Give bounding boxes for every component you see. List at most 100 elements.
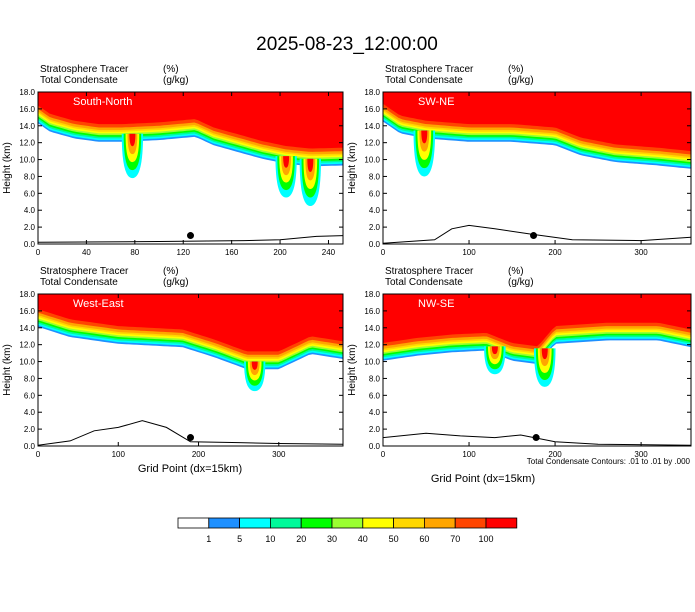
ytick-label: 6.0 [24,391,36,400]
ytick-label: 8.0 [369,374,381,383]
xtick-label: 240 [322,248,336,257]
ytick-label: 4.0 [369,206,381,215]
legend-swatch [300,517,333,529]
subtitle-tracer-unit: (%) [508,266,524,277]
ytick-label: 12.0 [364,341,380,350]
ytick-label: 12.0 [19,139,35,148]
tracer-field [383,294,691,446]
figure-title: 2025-08-23_12:00:00 [256,34,438,55]
ytick-label: 0.0 [369,442,381,451]
ytick-label: 14.0 [364,324,380,333]
legend-swatch [239,517,271,529]
plume-0-layer-4 [251,361,258,370]
ytick-label: 2.0 [369,223,381,232]
location-marker [187,434,194,442]
xtick-label: 40 [82,248,91,257]
xtick-label: 100 [462,248,476,257]
xtick-label: 300 [272,450,286,459]
ytick-label: 0.0 [24,442,36,451]
subtitle-condensate-unit: (g/kg) [508,75,534,86]
plot-frame [37,293,344,447]
ytick-label: 2.0 [369,425,381,434]
ytick-label: 8.0 [369,172,381,181]
xlabel-left: Grid Point (dx=15km) [138,463,242,475]
subtitle-tracer: Stratosphere Tracer [385,64,474,75]
ytick-label: 0.0 [369,240,381,249]
legend-label: 10 [265,534,275,544]
subtitle-tracer-unit: (%) [163,266,179,277]
legend-swatch [454,517,487,529]
xtick-label: 0 [36,450,41,459]
legend-swatch [331,517,364,529]
panel-title: West-East [73,298,124,310]
xtick-label: 300 [634,450,648,459]
ytick-label: 2.0 [24,425,36,434]
terrain-line [383,432,691,446]
panel-2: Stratosphere Tracer (%) Total Condensate (g… [2,266,344,459]
subtitle-tracer: Stratosphere Tracer [385,266,474,277]
legend-label: 70 [450,534,460,544]
ytick-label: 14.0 [19,122,35,131]
ytick-label: 4.0 [369,408,381,417]
plume-0-layer-4 [421,130,428,144]
ytick-label: 10.0 [19,358,35,367]
subtitle-tracer: Stratosphere Tracer [40,266,129,277]
ytick-label: 8.0 [24,172,36,181]
xtick-label: 200 [192,450,206,459]
ytick-label: 10.0 [19,156,35,165]
legend-label: 50 [389,534,399,544]
subtitle-tracer: Stratosphere Tracer [40,64,129,75]
ylabel: Height (km) [347,344,358,396]
ytick-label: 2.0 [24,223,36,232]
ytick-label: 18.0 [19,88,35,97]
ylabel: Height (km) [2,142,13,194]
tracer-band-9 [38,92,343,149]
ytick-label: 10.0 [364,156,380,165]
location-marker [532,434,540,442]
terrain-line [38,420,343,446]
tracer-band-9 [38,294,343,352]
ylabel: Height (km) [2,344,13,396]
tracer-band-9 [383,92,691,152]
panel-title: NW-SE [418,298,454,310]
plume-0-layer-4 [129,133,136,147]
ytick-label: 16.0 [19,307,35,316]
subtitle-condensate: Total Condensate [385,277,463,288]
tracer-field [38,92,343,244]
panel-3: Stratosphere Tracer (%) Total Condensate (g… [347,266,692,459]
xtick-label: 120 [177,248,191,257]
legend-swatch [485,517,518,529]
panel-title: South-North [73,96,132,108]
legend-swatch [208,517,241,529]
ytick-label: 6.0 [369,189,381,198]
ytick-label: 6.0 [24,189,36,198]
tracer-field [383,92,691,244]
plume-0-layer-4 [541,348,548,360]
ytick-label: 14.0 [19,324,35,333]
subtitle-tracer-unit: (%) [163,64,179,75]
ytick-label: 18.0 [364,88,380,97]
panels: Stratosphere Tracer (%) Total Condensate (g… [2,64,692,459]
panel-1: Stratosphere Tracer (%) Total Condensate (g… [347,64,692,257]
ytick-label: 0.0 [24,240,36,249]
terrain-line [38,235,343,243]
terrain-line [383,224,691,244]
ytick-label: 6.0 [369,391,381,400]
ytick-label: 18.0 [364,290,380,299]
xlabel-right: Grid Point (dx=15km) [431,473,535,485]
xtick-label: 100 [462,450,476,459]
location-marker [187,232,194,240]
legend-swatch [423,517,456,529]
xtick-label: 0 [381,248,386,257]
subtitle-condensate: Total Condensate [40,75,118,86]
xtick-label: 160 [225,248,239,257]
legend-swatch [393,517,425,529]
legend-swatch [269,517,302,529]
xtick-label: 200 [548,248,562,257]
plume-2-layer-4 [307,158,314,172]
tracer-field [38,294,343,446]
legend-label: 100 [478,534,493,544]
legend-swatch [177,517,210,529]
subtitle-condensate-unit: (g/kg) [163,277,189,288]
